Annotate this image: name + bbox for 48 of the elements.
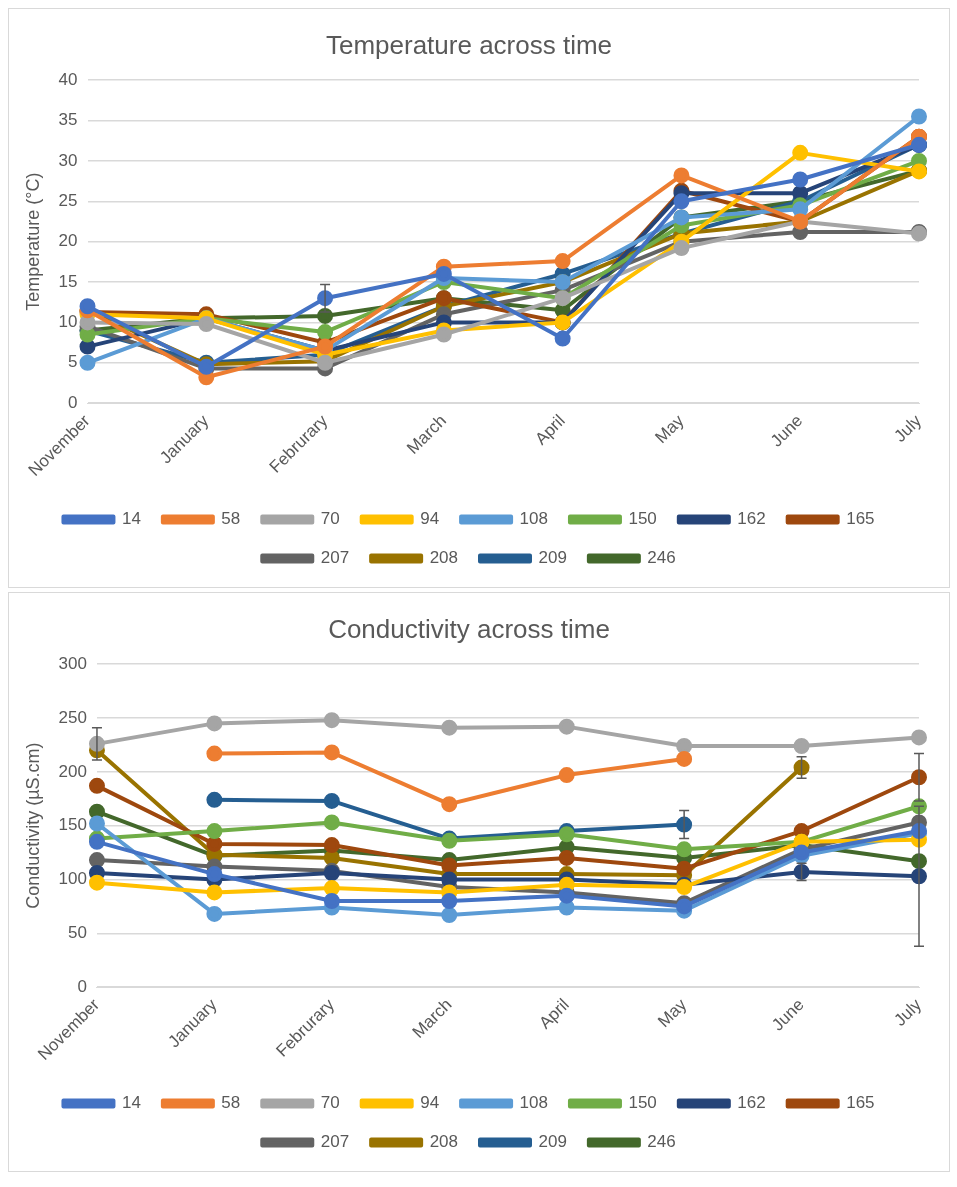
legend-label: 108 [519,509,548,529]
x-tick-label: July [890,994,926,1030]
legend-label: 14 [121,509,141,529]
legend-label: 207 [320,548,350,568]
legend-label: 108 [519,1093,548,1113]
y-tick-label: 30 [58,150,78,170]
legend-label: 162 [737,509,766,529]
legend-label: 209 [538,548,567,568]
y-tick-label: 200 [58,761,87,781]
legend-label: 150 [628,1093,657,1113]
legend-label: 162 [737,1093,766,1113]
legend-label: 208 [429,1132,459,1152]
legend-label: 70 [320,1093,340,1113]
y-tick-label: 300 [58,653,87,673]
y-tick-label: 25 [58,190,78,210]
legend-label: 58 [221,1093,241,1113]
legend-label: 165 [846,509,875,529]
y-tick-label: 0 [77,976,87,996]
y-tick-label: 50 [68,922,87,942]
y-tick-label: 5 [68,352,78,372]
legend-label: 94 [420,509,440,529]
legend-label: 94 [420,1093,440,1113]
legend-label: 208 [429,548,459,568]
legend-label: 165 [846,1093,875,1113]
legend-label: 209 [538,1132,567,1152]
x-tick-label: May [654,994,691,1032]
y-tick-label: 20 [58,231,78,251]
y-tick-label: 35 [58,110,78,130]
legend-label: 58 [221,509,241,529]
y-tick-label: 0 [68,392,78,412]
legend-label: 150 [628,509,657,529]
y-tick-label: 15 [58,271,78,291]
legend-label: 246 [647,548,676,568]
chart-title: Conductivity across time [328,613,610,644]
y-axis-title: Temperature (°C) [22,172,43,311]
chart-title: Temperature across time [325,29,613,60]
x-tick-label: July [890,410,926,446]
y-tick-label: 250 [58,707,87,727]
y-tick-label: 150 [58,815,87,835]
y-tick-label: 100 [58,869,87,889]
legend-label: 207 [320,1132,350,1152]
y-tick-label: 10 [58,312,78,332]
y-tick-label: 40 [58,69,78,89]
x-tick-label: May [651,410,688,448]
legend-label: 70 [320,509,340,529]
legend-label: 246 [647,1132,676,1152]
y-axis-title: Conductivity (µS.cm) [22,742,43,909]
legend-label: 14 [121,1093,141,1113]
